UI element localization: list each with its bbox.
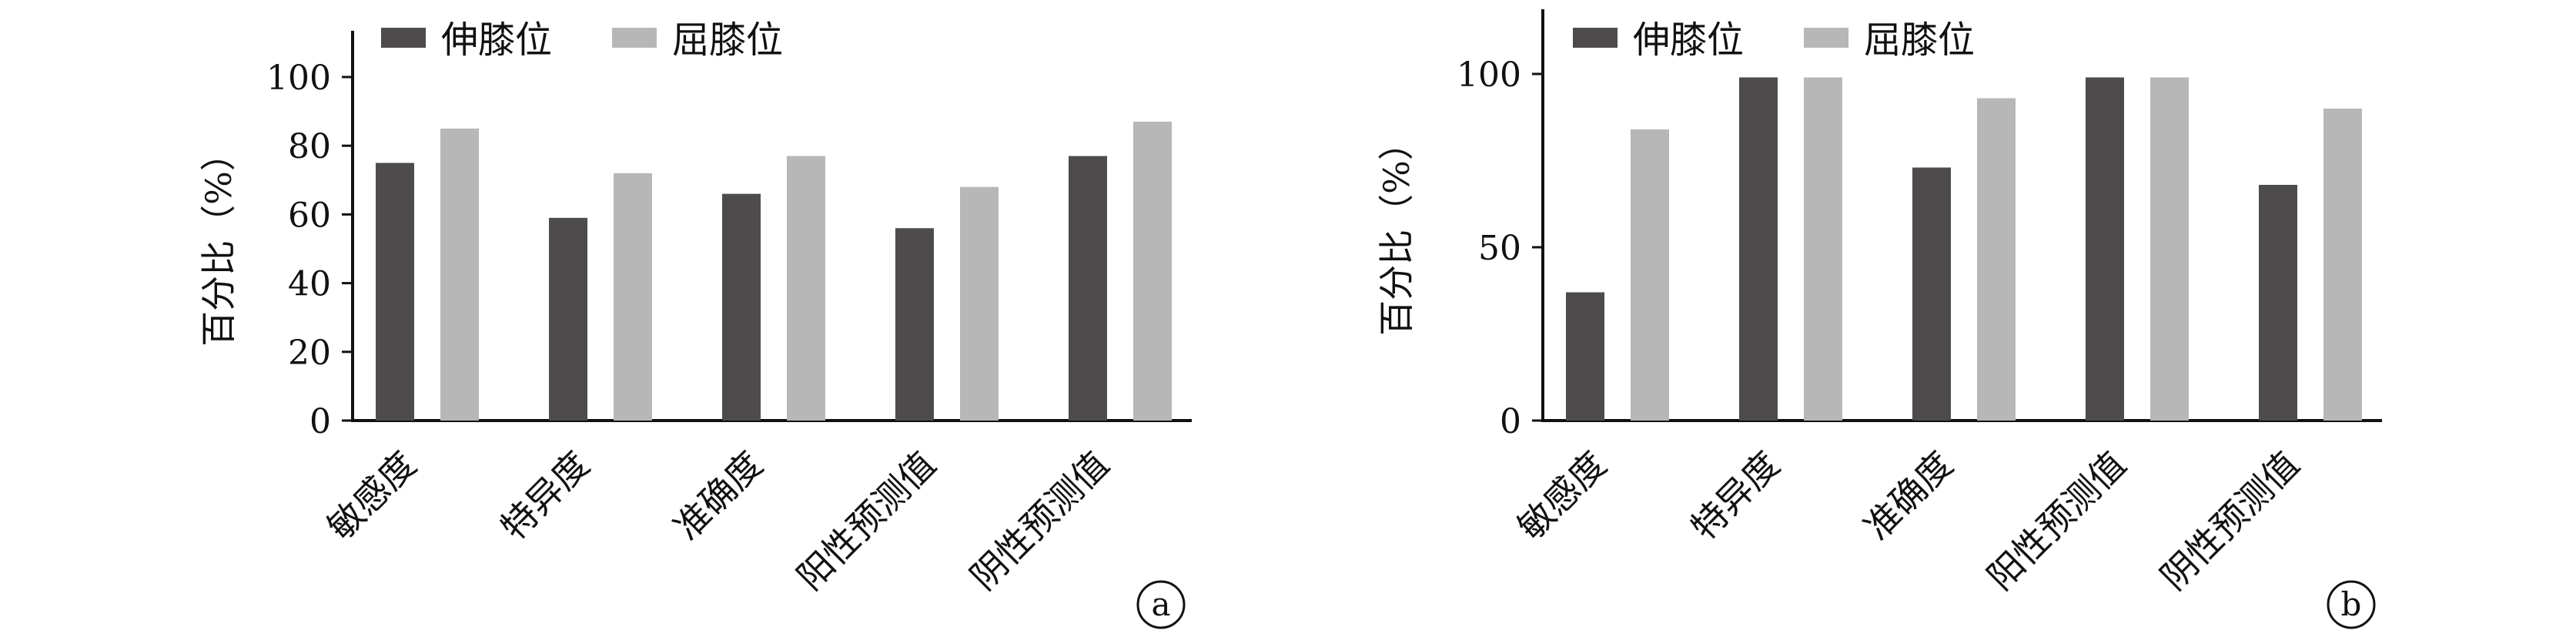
- x-tick-label: 准确度: [666, 444, 771, 548]
- y-tick-label: 100: [266, 59, 331, 98]
- x-tick-label: 敏感度: [319, 444, 424, 548]
- x-tick-label: 阳性预测值: [789, 444, 944, 598]
- y-axis-label: 百分比（%）: [198, 136, 239, 347]
- x-tick-label: 阴性预测值: [2153, 444, 2307, 598]
- bar-flexion: [1804, 77, 1842, 421]
- bar-extension: [895, 228, 934, 421]
- legend-swatch: [1573, 28, 1618, 48]
- bar-extension: [1739, 77, 1778, 421]
- y-tick-label: 20: [288, 334, 331, 373]
- x-tick-label: 特异度: [1683, 444, 1788, 548]
- y-axis-label: 百分比（%）: [1376, 125, 1417, 336]
- x-tick-label: 特异度: [493, 444, 597, 548]
- bar-flexion: [1133, 121, 1172, 421]
- x-tick-label: 阴性预测值: [962, 444, 1117, 598]
- bar-flexion: [2150, 77, 2189, 421]
- bar-extension: [1566, 292, 1604, 421]
- panel-label: b: [2341, 585, 2362, 623]
- bar-flexion: [2323, 109, 2362, 421]
- x-tick-label: 阳性预测值: [1979, 444, 2134, 598]
- bar-extension: [722, 193, 761, 421]
- panel-label-circle: [2327, 580, 2376, 629]
- bar-flexion: [440, 128, 479, 421]
- legend-label: 伸膝位: [1633, 18, 1744, 62]
- panel-label: a: [1151, 585, 1170, 623]
- legend-label: 屈膝位: [672, 18, 783, 62]
- legend-swatch: [1804, 28, 1848, 48]
- legend-label: 屈膝位: [1864, 18, 1975, 62]
- y-tick-label: 60: [288, 196, 331, 235]
- bar-extension: [2086, 77, 2124, 421]
- bar-extension: [376, 163, 414, 421]
- bar-flexion: [787, 156, 825, 421]
- bar-flexion: [1631, 129, 1669, 421]
- bar-flexion: [614, 173, 652, 421]
- bar-extension: [1912, 167, 1951, 421]
- x-tick-label: 准确度: [1856, 444, 1961, 548]
- y-tick-label: 100: [1457, 55, 1521, 95]
- bar-extension: [1069, 156, 1107, 421]
- panel-label-circle: [1136, 580, 1186, 629]
- bar-flexion: [960, 186, 999, 421]
- legend-label: 伸膝位: [441, 18, 552, 62]
- bar-extension: [549, 217, 587, 421]
- y-tick-label: 0: [1500, 402, 1521, 441]
- y-tick-label: 0: [309, 402, 331, 441]
- y-tick-label: 80: [288, 127, 331, 166]
- legend-swatch: [612, 28, 657, 48]
- x-tick-label: 敏感度: [1510, 444, 1614, 548]
- bar-extension: [2259, 185, 2297, 421]
- y-tick-label: 40: [288, 265, 331, 304]
- legend-swatch: [381, 28, 426, 48]
- bar-flexion: [1977, 98, 2016, 421]
- y-tick-label: 50: [1478, 229, 1521, 268]
